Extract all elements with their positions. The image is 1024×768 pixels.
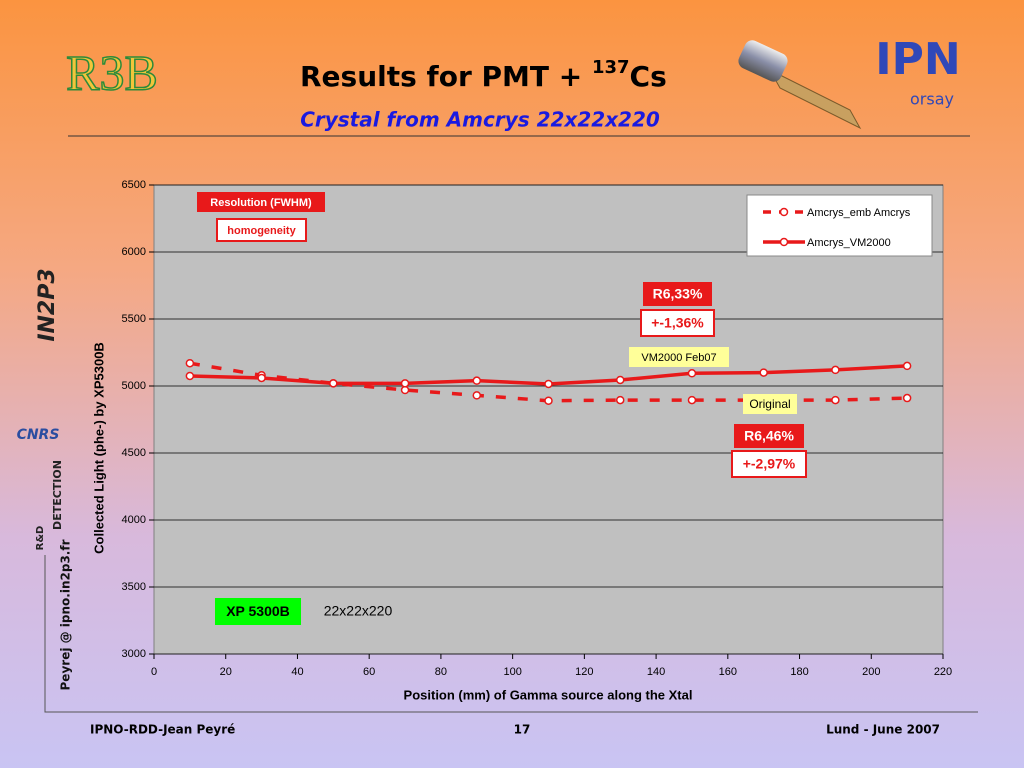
x-tick-label: 0 [151, 666, 157, 678]
annotation: R6,33% [653, 286, 703, 302]
annotation-box [743, 394, 797, 414]
annotation: +-2,97% [743, 456, 796, 472]
x-tick-label: 120 [575, 666, 593, 678]
x-tick-label: 220 [934, 666, 952, 678]
annotation-box [629, 347, 729, 367]
data-point [400, 379, 410, 388]
title-sup: 137 [592, 57, 630, 78]
legend-marker [779, 207, 789, 217]
annotation-box [734, 424, 804, 448]
footer-left: IPNO-RDD-Jean Peyré [90, 723, 235, 737]
slide-title: Results for PMT + 137Cs [300, 57, 667, 93]
footer-page: 17 [514, 723, 531, 737]
annotation: Resolution (FWHM) [210, 197, 312, 209]
data-point [329, 379, 338, 388]
annotation: +-1,36% [651, 315, 704, 331]
side-text: Peyrej @ ipno.in2p3.fr [59, 539, 73, 690]
data-point [544, 396, 553, 405]
x-tick-label: 40 [291, 666, 303, 678]
data-point [472, 376, 482, 385]
legend-label: Amcrys_VM2000 [807, 237, 891, 249]
logo-rd: R&D [35, 526, 46, 551]
x-tick-label: 180 [790, 666, 808, 678]
legend-box [746, 194, 933, 257]
annotation-box [216, 218, 307, 242]
title-text: Results for PMT + [300, 60, 592, 93]
x-tick-label: 80 [435, 666, 447, 678]
data-point [472, 391, 482, 400]
data-point [185, 371, 195, 381]
logo-in2p3: IN2P3 [35, 268, 60, 341]
data-point [544, 379, 553, 389]
legend-marker [779, 237, 789, 247]
y-tick-label: 6000 [122, 246, 146, 258]
x-tick-label: 140 [647, 666, 665, 678]
annotation-box [640, 309, 715, 337]
title-end: Cs [630, 60, 667, 93]
plot-area [153, 184, 944, 655]
data-point [759, 368, 768, 377]
data-point [902, 393, 912, 403]
data-point [615, 395, 625, 405]
subtitle: Crystal from Amcrys 22x22x220 [300, 108, 660, 132]
data-point [831, 365, 840, 375]
x-tick-label: 160 [719, 666, 737, 678]
logo-orsay: orsay [910, 90, 954, 109]
logo-detection: DETECTION [51, 460, 64, 530]
y-tick-label: 5500 [122, 313, 146, 325]
annotation-box [197, 192, 325, 212]
annotation-box [731, 450, 807, 478]
x-axis-label: Position (mm) of Gamma source along the … [404, 687, 693, 702]
x-tick-label: 100 [503, 666, 521, 678]
annotation-box [215, 598, 301, 625]
logo-r3b: R3B [66, 44, 158, 100]
data-point [831, 395, 840, 405]
y-tick-label: 6500 [122, 179, 146, 191]
data-point [615, 375, 625, 385]
footer-right: Lund - June 2007 [826, 723, 940, 737]
legend-label: Amcrys_emb Amcrys [807, 207, 911, 219]
x-tick-label: 60 [363, 666, 375, 678]
data-point [902, 361, 912, 371]
logo-cnrs: CNRS [17, 427, 60, 443]
data-point [687, 369, 697, 378]
annotation: R6,46% [744, 428, 794, 444]
logo-pmt [738, 40, 862, 130]
data-point [687, 395, 697, 405]
data-point [185, 358, 195, 368]
x-tick-label: 200 [862, 666, 880, 678]
y-tick-label: 5000 [122, 380, 146, 392]
x-tick-label: 20 [220, 666, 232, 678]
frame-rule [44, 555, 978, 713]
logo-ipn: IPN [875, 34, 960, 85]
y-tick-label: 4000 [122, 514, 146, 526]
annotation: Original [749, 397, 790, 411]
annotation: XP 5300B [226, 603, 290, 619]
y-tick-label: 3000 [122, 648, 146, 660]
data-point [257, 373, 266, 383]
y-axis-label: Collected Light (phe-) by XP5300B [91, 342, 106, 554]
y-tick-label: 3500 [122, 581, 146, 593]
annotation-box [643, 282, 712, 306]
annotation: VM2000 Feb07 [641, 352, 716, 364]
annotation: homogeneity [227, 225, 296, 237]
annotation: 22x22x220 [324, 603, 393, 619]
y-tick-label: 4500 [122, 447, 146, 459]
